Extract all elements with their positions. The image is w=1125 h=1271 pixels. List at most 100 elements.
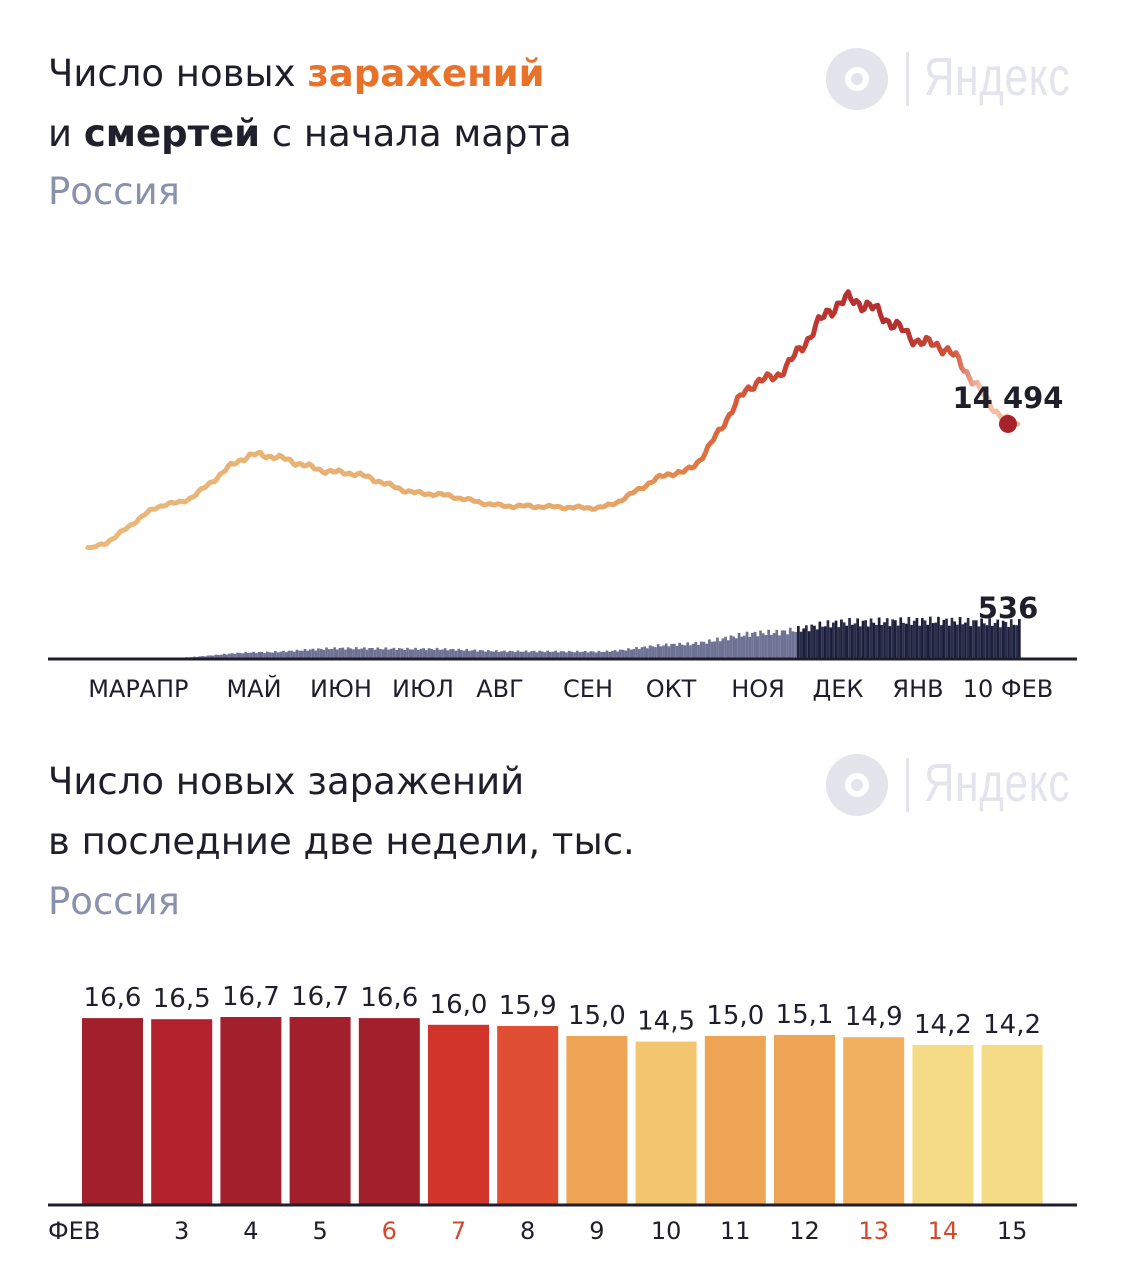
death-bar — [301, 650, 304, 659]
death-bar — [549, 652, 552, 659]
death-bar — [902, 622, 905, 659]
death-bar — [592, 651, 595, 659]
death-bar — [416, 650, 420, 659]
death-bar — [899, 617, 903, 659]
death-bar — [988, 618, 991, 659]
death-bar — [651, 646, 655, 659]
death-bar — [325, 647, 328, 659]
death-bar — [894, 620, 897, 659]
x-tick-label: 10 ФЕВ — [963, 675, 1053, 703]
death-bar — [430, 648, 433, 659]
death-bar — [772, 633, 776, 659]
day-bar — [774, 1034, 835, 1204]
death-bar — [519, 651, 522, 659]
death-bar — [570, 651, 574, 659]
x-tick-label: МАЙ — [226, 674, 281, 703]
death-bar — [697, 645, 700, 659]
day-bar — [428, 1024, 489, 1204]
death-bar — [756, 636, 760, 659]
death-bar — [721, 638, 725, 659]
death-bar — [681, 644, 684, 659]
death-bar — [209, 655, 212, 659]
cases-line — [85, 289, 1021, 551]
death-bar — [656, 644, 660, 659]
death-bar — [389, 648, 393, 659]
death-bar — [400, 648, 404, 659]
death-bar — [686, 642, 690, 659]
x-tick-label: ОКТ — [646, 675, 697, 703]
death-bar — [357, 649, 361, 659]
cases-deaths-chart: 14 494 536 МАР АПР МАЙ ИЮН ИЮЛ АВГ СЕН ОКТ НОЯ ДЕ… — [48, 289, 1077, 703]
bar-value-label: 16,7 — [291, 982, 349, 1012]
day-bar — [635, 1041, 697, 1204]
death-bar — [694, 642, 698, 659]
x-axis-ticks: ФЕВ 3 4 5 6 7 8 9 10 11 12 13 14 15 — [48, 1217, 1027, 1245]
death-bar — [912, 620, 916, 659]
bottom-chart-title: Число новых заражений — [48, 760, 525, 803]
death-bar — [904, 623, 908, 659]
death-bar — [832, 622, 835, 659]
death-bar — [594, 652, 598, 659]
x-tick-label: ИЮН — [310, 675, 372, 703]
death-bar — [457, 648, 460, 659]
death-bar — [880, 625, 884, 659]
death-bar — [799, 631, 803, 659]
bar-value-label: 15,1 — [776, 1000, 834, 1030]
logo-divider — [906, 758, 909, 812]
title-highlight-infections: заражений — [307, 52, 545, 95]
death-bar — [265, 651, 269, 659]
day-bar — [151, 1019, 213, 1204]
bar-value-label: 14,2 — [983, 1010, 1041, 1040]
death-bar — [621, 649, 625, 659]
death-bar — [530, 651, 533, 659]
death-bar — [743, 635, 746, 659]
bar-value-label: 16,7 — [222, 982, 280, 1012]
death-bar — [802, 628, 805, 659]
death-bar — [513, 652, 517, 659]
x-tick-label: СЕН — [563, 675, 613, 703]
death-bar — [462, 650, 466, 659]
death-bar — [492, 651, 495, 659]
death-bar — [249, 652, 253, 659]
bottom-chart-subtitle: Россия — [48, 880, 180, 923]
death-bar — [778, 635, 781, 659]
death-bar — [611, 650, 614, 659]
day-bar — [220, 1017, 282, 1204]
death-bar — [713, 641, 717, 659]
death-bar — [478, 650, 482, 659]
death-bar — [921, 618, 924, 659]
death-bar — [282, 650, 285, 659]
death-bar — [788, 627, 792, 659]
death-bar — [786, 634, 789, 659]
x-tick-label: 3 — [174, 1217, 189, 1245]
death-bar — [263, 653, 266, 659]
death-bar — [637, 649, 641, 659]
x-tick-label: АПР — [140, 675, 189, 703]
death-bar — [856, 618, 859, 659]
death-bar — [724, 636, 727, 659]
death-bar — [993, 623, 997, 659]
death-bar — [360, 648, 363, 659]
bar-value-label: 15,9 — [499, 991, 557, 1021]
death-bar — [206, 655, 210, 659]
day-bar — [912, 1045, 974, 1204]
death-bar — [608, 652, 611, 659]
death-bar — [500, 651, 504, 659]
death-bar — [689, 645, 692, 659]
death-bar — [985, 625, 989, 659]
death-bar — [619, 649, 622, 659]
death-bar — [942, 619, 946, 659]
death-bar — [449, 649, 452, 659]
death-bar — [532, 650, 536, 659]
death-bar — [848, 618, 851, 659]
bar-value-label: 14,2 — [914, 1010, 972, 1040]
death-bar — [627, 648, 630, 659]
death-bar — [910, 624, 913, 659]
death-bar — [363, 647, 366, 659]
death-bar — [664, 643, 668, 659]
death-bar — [678, 642, 681, 659]
death-bar — [602, 651, 606, 659]
death-bar — [217, 655, 221, 659]
death-bar — [481, 650, 485, 659]
death-bar — [395, 650, 398, 659]
